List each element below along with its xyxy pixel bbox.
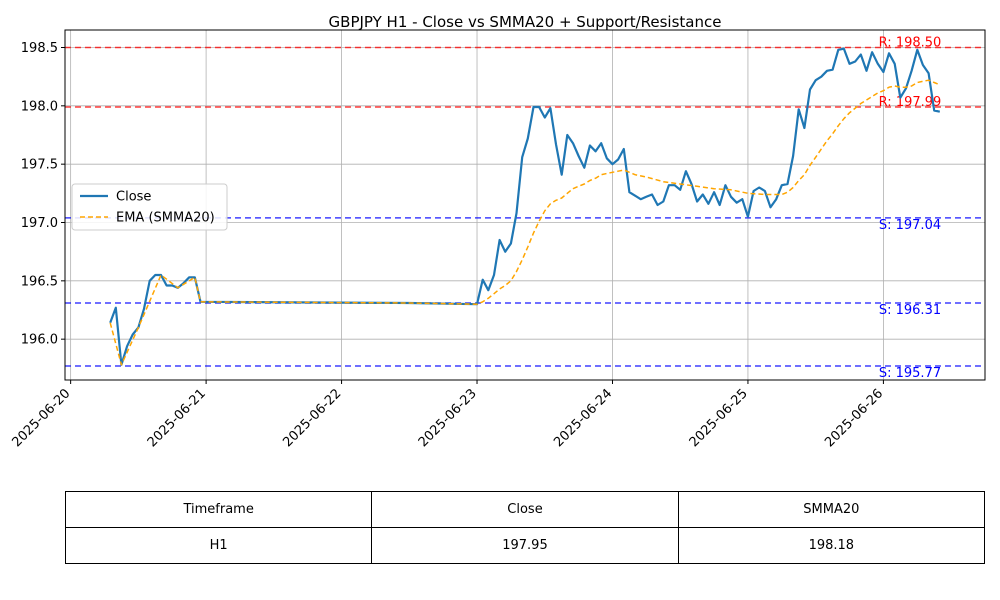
legend: Close EMA (SMMA20) — [71, 183, 228, 231]
y-axis: 196.0 196.5 197.0 197.5 198.0 198.5 — [21, 41, 65, 348]
series-line-smma20 — [109, 79, 941, 366]
legend-label: Close — [116, 190, 151, 205]
legend-label: EMA (SMMA20) — [116, 211, 215, 226]
y-tick-label: 198.5 — [21, 41, 58, 56]
chart: GBPJPY H1 - Close vs SMMA20 + Support/Re… — [9, 13, 986, 450]
table-cell-timeframe: H1 — [64, 527, 373, 564]
support-label: S: 195.77 — [879, 366, 941, 381]
x-tick-label: 2025-06-25 — [687, 386, 751, 450]
support-label: S: 197.04 — [879, 218, 941, 233]
x-tick-label: 2025-06-24 — [551, 386, 615, 450]
support-label: S: 196.31 — [879, 303, 941, 318]
x-tick-label: 2025-06-23 — [416, 386, 480, 450]
y-tick-label: 197.5 — [21, 158, 58, 173]
table-header-cell: Close — [371, 491, 679, 528]
table-cell-smma20: 198.18 — [677, 527, 986, 564]
x-tick-label: 2025-06-22 — [280, 386, 344, 450]
series-line-close — [109, 47, 941, 366]
y-tick-label: 196.0 — [21, 333, 58, 348]
summary-table: Timeframe Close SMMA20 H1 197.95 198.18 — [64, 491, 986, 564]
table-row: H1 197.95 198.18 — [64, 527, 986, 564]
x-tick-label: 2025-06-20 — [9, 386, 73, 450]
resistance-label: R: 198.50 — [879, 36, 942, 51]
y-tick-label: 198.0 — [21, 99, 58, 114]
y-tick-label: 197.0 — [21, 216, 58, 231]
table-header-row: Timeframe Close SMMA20 — [64, 491, 986, 528]
table-header-cell: SMMA20 — [677, 491, 986, 528]
plot-frame — [64, 29, 986, 381]
series-lines — [109, 47, 941, 366]
chart-title: GBPJPY H1 - Close vs SMMA20 + Support/Re… — [329, 13, 722, 31]
resistance-label: R: 197.99 — [879, 95, 942, 110]
table-header-cell: Timeframe — [64, 491, 373, 528]
x-axis: 2025-06-20 2025-06-21 2025-06-22 2025-06-23… — [9, 380, 886, 450]
x-tick-label: 2025-06-26 — [822, 386, 886, 450]
legend-box — [71, 183, 228, 231]
table-cell-close: 197.95 — [371, 527, 679, 564]
y-tick-label: 196.5 — [21, 274, 58, 289]
x-tick-label: 2025-06-21 — [145, 386, 209, 450]
